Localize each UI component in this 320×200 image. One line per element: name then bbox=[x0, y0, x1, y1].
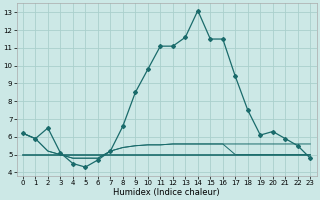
X-axis label: Humidex (Indice chaleur): Humidex (Indice chaleur) bbox=[113, 188, 220, 197]
